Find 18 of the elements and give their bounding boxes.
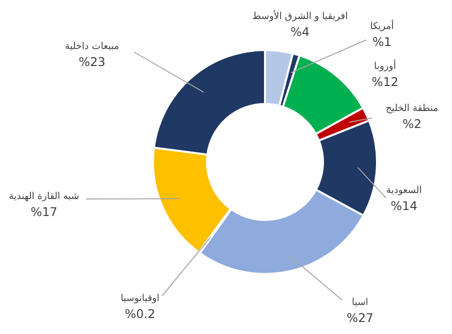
data-label: %4 — [290, 25, 310, 39]
data-label: %1 — [372, 35, 392, 49]
data-label: %14 — [390, 199, 418, 213]
data-label: %2 — [402, 117, 422, 131]
slice-label: أمريكا — [370, 19, 394, 32]
data-label: %17 — [30, 205, 58, 219]
data-label: %12 — [372, 75, 398, 89]
slice-label: منطقة الخليج — [386, 103, 438, 114]
slice-label: اسيا — [352, 297, 368, 308]
slice-label: السعودية — [386, 185, 422, 196]
slice-label: اوقيانوسيا — [120, 293, 160, 304]
slice-label: افريقيا و الشرق الأوسط — [252, 9, 348, 22]
data-label: %27 — [346, 311, 374, 325]
slice-label: شبه القارة الهندية — [8, 191, 80, 202]
slice-label: مبيعات داخلية — [64, 41, 120, 52]
data-label: %0.2 — [124, 307, 156, 321]
slice-label: أوروبا — [374, 59, 396, 72]
data-label: %23 — [78, 55, 106, 69]
